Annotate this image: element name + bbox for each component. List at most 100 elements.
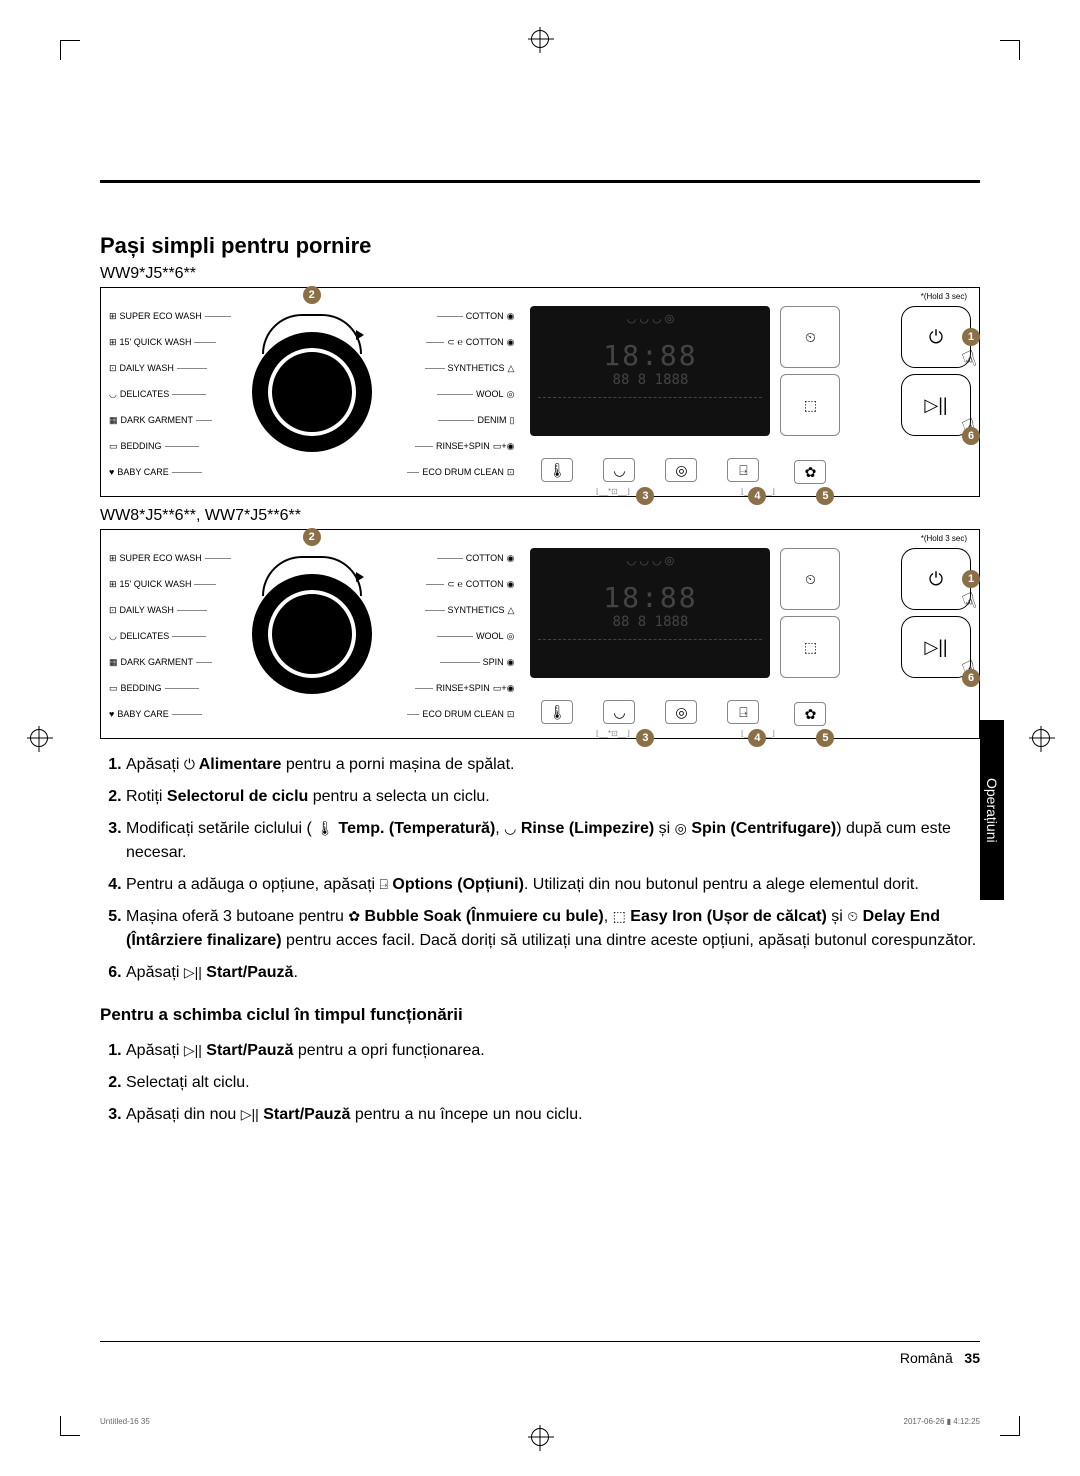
program-label: ⊞ 15' QUICK WASH <box>109 336 216 348</box>
bracket-row: ⌊__*⊡__⌋⌊__*⊠__⌋ <box>540 487 830 496</box>
options-icon: ⍈ <box>380 874 388 895</box>
program-label: WOOL ◎ <box>437 388 514 400</box>
easy-iron-icon: ⬚ <box>780 616 840 678</box>
crop-mark <box>60 40 80 60</box>
sub-digits: 88 8 1888 <box>536 614 764 630</box>
program-label: ♥ BABY CARE <box>109 708 202 720</box>
callout-6: 6 <box>962 427 980 445</box>
power-icon: ⏻ <box>184 754 195 775</box>
callout-5: 5 <box>816 729 834 747</box>
extra-icons: ✿ <box>780 700 840 728</box>
spin-icon: ◎ <box>665 458 697 482</box>
option-icons-row: 🌡 ◡ ◎ ⍈ <box>530 700 770 728</box>
easy-iron-icon: ⬚ <box>613 906 626 927</box>
subtitle: Pentru a schimba ciclul în timpul funcți… <box>100 1005 980 1025</box>
start-pause-button: ▷||☟ 6 <box>901 374 971 436</box>
hand-icon: ☟ <box>959 345 980 374</box>
step2-1: Apăsați ▷|| Start/Pauză pentru a opri fu… <box>126 1039 980 1063</box>
program-label: ⊂ ℮ COTTON ◉ <box>426 578 514 590</box>
easy-iron-icon: ⬚ <box>780 374 840 436</box>
step2-2: Selectați alt ciclu. <box>126 1071 980 1095</box>
power-button: ⏻☟ 1 <box>901 306 971 368</box>
callout-2: 2 <box>303 528 321 546</box>
crop-mark <box>1000 40 1020 60</box>
step-6: Apăsați ▷|| Start/Pauză. <box>126 961 980 985</box>
delay-end-icon: ⏲ <box>780 306 840 368</box>
callout-4: 4 <box>748 729 766 747</box>
control-panel-figure-b: 2 ⊞ SUPER ECO WASH ⊞ 15' QUICK WASH ⊡ DA… <box>100 529 980 739</box>
program-label: COTTON ◉ <box>437 552 515 564</box>
play-pause-icon: ▷|| <box>184 962 202 983</box>
callout-6: 6 <box>962 669 980 687</box>
display-area: *(Hold 3 sec) ◡ ◡ ◡ ◎ 18:88 88 8 1888 ⏲ … <box>522 288 979 496</box>
start-pause-button: ▷||☟ 6 <box>901 616 971 678</box>
display-area: *(Hold 3 sec) ◡ ◡ ◡ ◎ 18:88 88 8 1888 ⏲ … <box>522 530 979 738</box>
page-content: Pași simpli pentru pornire WW9*J5**6** 2… <box>100 180 980 1127</box>
callout-1: 1 <box>962 570 980 588</box>
hold-note: *(Hold 3 sec) <box>921 292 967 301</box>
program-label: SYNTHETICS △ <box>425 362 515 374</box>
bubble-soak-icon: ✿ <box>348 906 360 927</box>
rinse-icon: ◡ <box>603 458 635 482</box>
lcd-screen: ◡ ◡ ◡ ◎ 18:88 88 8 1888 <box>530 548 770 678</box>
step-3: Modificați setările ciclului ( 🌡 Temp. (… <box>126 817 980 865</box>
cycle-dial <box>252 574 372 694</box>
hand-icon: ☟ <box>959 587 980 616</box>
play-pause-icon: ▷|| <box>241 1104 259 1125</box>
sub-digits: 88 8 1888 <box>536 372 764 388</box>
program-label: ⊞ SUPER ECO WASH <box>109 552 231 564</box>
program-label: ⊞ 15' QUICK WASH <box>109 578 216 590</box>
program-label: RINSE+SPIN ▭+◉ <box>415 682 514 694</box>
registration-mark <box>531 1428 549 1446</box>
hold-note: *(Hold 3 sec) <box>921 534 967 543</box>
registration-mark <box>531 30 549 48</box>
program-label: ▦ DARK GARMENT <box>109 656 212 668</box>
callout-2: 2 <box>303 286 321 304</box>
step-2: Rotiți Selectorul de ciclu pentru a sele… <box>126 785 980 809</box>
callout-3: 3 <box>636 729 654 747</box>
cycle-dial <box>252 332 372 452</box>
program-label: ◡ DELICATES <box>109 388 206 400</box>
lcd-screen: ◡ ◡ ◡ ◎ 18:88 88 8 1888 <box>530 306 770 436</box>
options-icon: ⍈ <box>727 700 759 724</box>
program-label: ◡ DELICATES <box>109 630 206 642</box>
option-icons-row: 🌡 ◡ ◎ ⍈ <box>530 458 770 486</box>
step-5: Mașina oferă 3 butoane pentru ✿ Bubble S… <box>126 905 980 953</box>
top-rule <box>100 180 980 183</box>
steps-list: Apăsați ⏻ Alimentare pentru a porni mași… <box>100 753 980 985</box>
rinse-icon: ◡ <box>504 818 516 839</box>
program-label: ▦ DARK GARMENT <box>109 414 212 426</box>
dial-area: 2 ⊞ SUPER ECO WASH ⊞ 15' QUICK WASH ⊡ DA… <box>101 288 522 496</box>
section-title: Pași simpli pentru pornire <box>100 233 980 259</box>
program-label: ⊡ DAILY WASH <box>109 362 207 374</box>
step-4: Pentru a adăuga o opțiune, apăsați ⍈ Opt… <box>126 873 980 897</box>
temp-icon: 🌡 <box>541 458 573 482</box>
program-label: ECO DRUM CLEAN ⊡ <box>407 466 514 478</box>
side-buttons: ⏲ ⬚ <box>780 548 840 678</box>
program-label: DENIM ▯ <box>438 414 514 426</box>
temp-icon: 🌡 <box>541 700 573 724</box>
program-label: ▭ BEDDING <box>109 440 199 452</box>
program-label: SPIN ◉ <box>440 656 515 668</box>
extra-icons: ✿ <box>780 458 840 486</box>
side-tab: Operațiuni <box>980 720 1004 900</box>
program-label: ⊂ ℮ COTTON ◉ <box>426 336 514 348</box>
spin-icon: ◎ <box>665 700 697 724</box>
bracket-row: ⌊__*⊡__⌋⌊__*⊠__⌋ <box>540 729 830 738</box>
program-label: ▭ BEDDING <box>109 682 199 694</box>
model-label-a: WW9*J5**6** <box>100 265 980 283</box>
side-buttons: ⏲ ⬚ <box>780 306 840 436</box>
model-label-b: WW8*J5**6**, WW7*J5**6** <box>100 507 980 525</box>
step-1: Apăsați ⏻ Alimentare pentru a porni mași… <box>126 753 980 777</box>
program-label: ⊡ DAILY WASH <box>109 604 207 616</box>
temp-icon: 🌡 <box>316 818 334 839</box>
crop-mark <box>60 1416 80 1436</box>
clock-digits: 18:88 <box>536 567 764 614</box>
meta-right: 2017-06-26 ▮ 4:12:25 <box>904 1417 980 1426</box>
delay-end-icon: ⏲ <box>847 906 858 927</box>
registration-mark <box>1032 729 1050 747</box>
crop-mark <box>1000 1416 1020 1436</box>
callout-4: 4 <box>748 487 766 505</box>
power-column: ⏻☟ 1 ▷||☟ 6 <box>901 306 971 436</box>
callout-5: 5 <box>816 487 834 505</box>
